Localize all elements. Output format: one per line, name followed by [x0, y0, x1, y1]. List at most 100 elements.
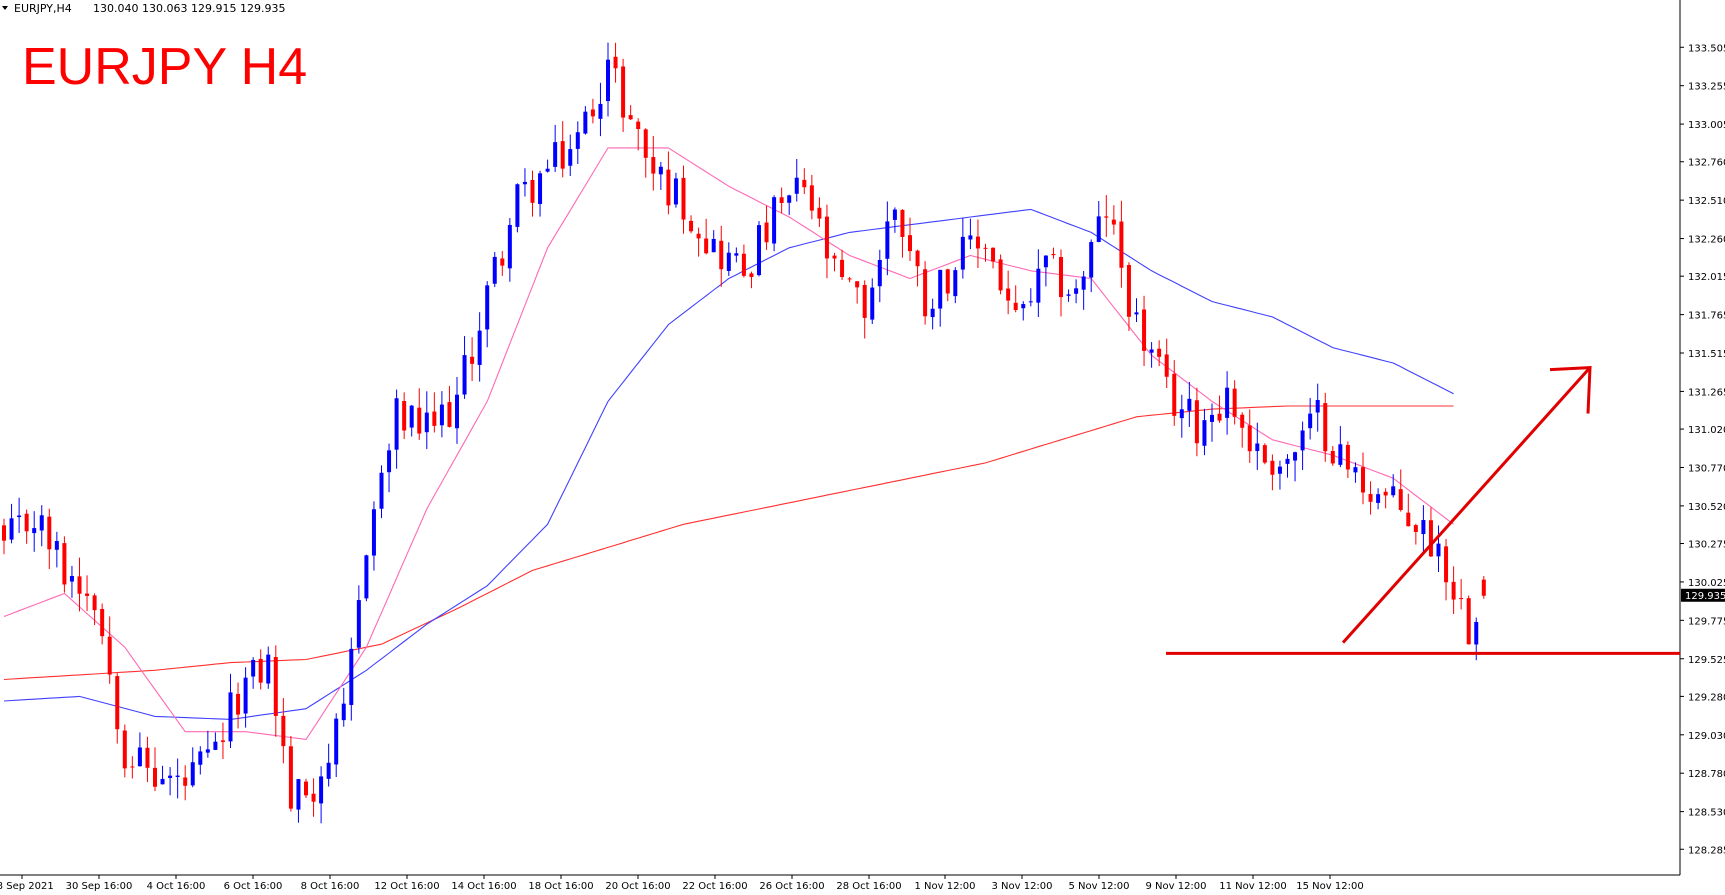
candle-body	[205, 749, 210, 753]
candle-body	[462, 355, 467, 395]
y-tick-label: 130.025	[1688, 578, 1725, 589]
y-tick-label: 133.255	[1688, 82, 1725, 93]
candle-body	[1066, 294, 1071, 296]
y-tick-label: 132.260	[1688, 235, 1725, 246]
candle-body	[85, 593, 90, 596]
candle-body	[183, 777, 188, 786]
candle-body	[522, 181, 527, 185]
candle-body	[153, 767, 157, 787]
candle-body	[643, 129, 648, 158]
candle-body	[319, 776, 324, 804]
candle-body	[553, 142, 558, 167]
candle-body	[1451, 581, 1456, 600]
candle-body	[575, 132, 580, 149]
x-axis: 28 Sep 2021 30 Sep 16:00 4 Oct 16:00 6 Oct …	[0, 875, 1364, 892]
candle-body	[945, 269, 950, 294]
candle-body	[1134, 312, 1139, 315]
ma-fast-line	[3, 147, 1454, 740]
candle-body	[47, 516, 52, 550]
candle-body	[726, 252, 731, 271]
candle-body	[1089, 242, 1094, 278]
x-tick-label: 4 Oct 16:00	[147, 881, 206, 892]
candle-body	[681, 177, 686, 220]
current-price-tag	[1681, 588, 1725, 602]
candle-body	[1398, 489, 1403, 510]
current-price-label: 129.935	[1685, 591, 1725, 602]
candle-body	[824, 216, 829, 259]
candle-body	[877, 260, 882, 287]
ohlc-values: 130.040 130.063 129.915 129.935	[93, 2, 285, 15]
candle-body	[1247, 425, 1252, 452]
candle-body	[809, 185, 814, 211]
candle-body	[409, 405, 414, 428]
candle-body	[1217, 413, 1222, 421]
candle-body	[190, 762, 195, 786]
candle-body	[938, 269, 943, 309]
y-axis: 133.505 133.255 133.005 132.760 132.510 132.2…	[1680, 43, 1725, 856]
y-tick-label: 132.510	[1688, 196, 1725, 207]
candle-body	[711, 238, 716, 253]
candle-body	[432, 411, 437, 426]
candle-body	[1315, 400, 1320, 413]
candle-body	[1149, 349, 1154, 353]
candle-body	[1157, 348, 1162, 357]
dropdown-triangle-icon[interactable]	[2, 6, 8, 10]
candle-body	[1368, 494, 1373, 502]
candle-body	[145, 747, 150, 768]
candle-body	[1308, 413, 1313, 429]
candle-body	[251, 659, 256, 677]
candle-body	[613, 56, 618, 69]
x-tick-label: 15 Nov 12:00	[1296, 881, 1363, 892]
candle-body	[371, 509, 376, 556]
candle-body	[32, 528, 37, 534]
y-tick-label: 131.265	[1688, 387, 1725, 398]
x-tick-label: 14 Oct 16:00	[451, 881, 516, 892]
candle-body	[1104, 216, 1109, 218]
candle-body	[160, 778, 165, 785]
candle-body	[1013, 302, 1018, 311]
candle-body	[349, 648, 354, 705]
candle-body	[243, 677, 248, 714]
candle-body	[62, 543, 67, 585]
candle-body	[832, 255, 837, 259]
candle-body	[417, 407, 422, 434]
candle-body	[1353, 467, 1358, 473]
y-tick-label: 128.780	[1688, 769, 1725, 780]
candle-body	[341, 703, 346, 721]
candle-body	[530, 180, 535, 203]
candle-body	[439, 404, 444, 426]
chart-title: EURJPY H4	[22, 38, 307, 96]
candle-body	[1428, 520, 1433, 557]
candle-body	[258, 658, 263, 683]
candle-body	[1481, 579, 1486, 596]
candle-body	[1179, 409, 1184, 419]
candle-body	[394, 398, 399, 450]
candle-body	[1466, 598, 1471, 645]
candle-body	[930, 308, 935, 318]
candle-body	[356, 600, 361, 648]
y-tick-label: 130.520	[1688, 502, 1725, 513]
candle-body	[1028, 301, 1033, 303]
candle-body	[651, 157, 656, 174]
annotation-layer	[1166, 366, 1680, 655]
y-tick-label: 132.760	[1688, 158, 1725, 169]
candles-layer	[2, 42, 1486, 824]
candle-body	[1255, 443, 1260, 451]
candle-body	[364, 555, 369, 599]
candle-body	[424, 412, 429, 433]
y-tick-label: 133.005	[1688, 120, 1725, 131]
x-tick-label: 26 Oct 16:00	[759, 881, 824, 892]
candle-body	[560, 141, 565, 169]
candle-body	[1059, 257, 1063, 298]
candle-body	[583, 111, 588, 134]
candle-body	[54, 541, 59, 550]
candle-body	[840, 259, 845, 278]
y-tick-label: 128.285	[1688, 845, 1725, 856]
candle-body	[1406, 512, 1411, 527]
up-arrow-icon	[1549, 366, 1592, 414]
candle-body	[636, 121, 641, 130]
candle-body	[764, 222, 769, 243]
y-tick-label: 133.505	[1688, 43, 1725, 54]
candle-body	[1277, 466, 1282, 474]
